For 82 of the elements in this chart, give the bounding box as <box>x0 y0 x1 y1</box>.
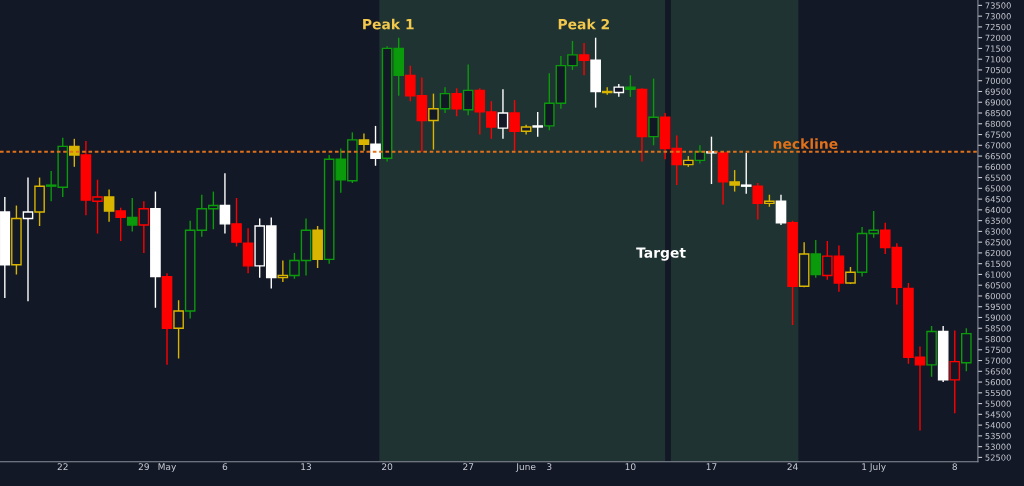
x-tick-label: 17 <box>706 463 717 470</box>
y-tick-label: 65500 <box>985 174 1011 181</box>
candlestick <box>358 132 370 152</box>
candlestick <box>138 200 150 254</box>
y-tick-label: 71000 <box>985 56 1011 63</box>
y-tick-label: 73000 <box>985 13 1011 20</box>
y-tick-label: 55500 <box>985 389 1011 397</box>
candlestick <box>729 169 740 193</box>
candlestick <box>231 197 242 248</box>
y-tick-label: 60000 <box>985 292 1011 300</box>
y-tick-label: 52500 <box>985 454 1011 461</box>
candlestick <box>242 227 254 275</box>
candlestick <box>462 63 474 116</box>
y-tick-label: 64500 <box>985 196 1011 203</box>
y-tick-label: 67000 <box>985 142 1011 149</box>
y-tick-label: 69500 <box>985 88 1011 95</box>
y-tick-label: 62000 <box>985 249 1011 257</box>
candlestick <box>810 239 822 279</box>
x-tick-label: 10 <box>625 463 636 471</box>
y-tick-label: 54500 <box>985 411 1011 418</box>
y-tick-label: 57000 <box>985 357 1011 364</box>
candlestick <box>115 207 127 242</box>
y-tick-label: 59000 <box>985 314 1011 321</box>
x-tick-label: 6 <box>222 463 228 471</box>
candlestick <box>578 42 590 77</box>
annotation: Peak 1 <box>363 18 414 30</box>
y-tick-label: 66500 <box>985 153 1011 160</box>
candlestick <box>752 182 764 221</box>
y-tick-label: 60500 <box>985 282 1011 289</box>
y-tick-label: 73500 <box>985 2 1011 9</box>
y-tick-label: 58000 <box>985 335 1011 343</box>
y-tick-label: 54000 <box>985 422 1011 429</box>
candlestick <box>126 197 138 233</box>
candlestick <box>775 194 787 226</box>
y-tick-label: 64000 <box>985 206 1011 214</box>
annotation: Target <box>636 247 686 261</box>
y-tick-label: 65000 <box>985 185 1011 192</box>
x-tick-label: 1 July <box>862 463 886 472</box>
x-tick-label: May <box>158 463 177 472</box>
y-tick-label: 70500 <box>985 66 1011 74</box>
candlestick <box>648 77 659 146</box>
ref-line-label: neckline <box>773 138 838 150</box>
y-tick-label: 63000 <box>985 228 1011 235</box>
y-tick-label: 72000 <box>985 34 1011 41</box>
y-tick-label: 70000 <box>985 77 1011 84</box>
x-tick-label: 29 <box>138 463 149 471</box>
y-tick-label: 61000 <box>985 271 1011 278</box>
y-tick-label: 61500 <box>985 260 1011 267</box>
y-tick-label: 53500 <box>985 432 1011 440</box>
y-tick-label: 57500 <box>985 346 1011 354</box>
x-tick-label: 24 <box>787 463 798 470</box>
y-tick-label: 69000 <box>985 99 1011 106</box>
x-tick-label: June <box>515 463 536 472</box>
y-tick-label: 71500 <box>985 45 1011 52</box>
y-tick-label: 66000 <box>985 163 1011 171</box>
candlestick <box>497 88 509 140</box>
candlestick <box>103 188 115 223</box>
candlestick <box>219 172 231 235</box>
candlestick <box>625 74 636 98</box>
y-tick-label: 55000 <box>985 400 1011 407</box>
x-tick-label: 3 <box>547 463 552 471</box>
x-tick-label: 22 <box>57 463 68 470</box>
annotation: Peak 2 <box>558 18 609 30</box>
y-tick-label: 56500 <box>985 368 1011 375</box>
candlestick <box>740 152 752 195</box>
y-tick-label: 67500 <box>985 131 1011 138</box>
y-tick-label: 56000 <box>985 379 1011 386</box>
y-tick-label: 68000 <box>985 120 1011 128</box>
y-tick-label: 72500 <box>985 23 1011 31</box>
candlestick <box>509 99 520 152</box>
candlestick <box>370 125 381 167</box>
y-tick-label: 53000 <box>985 443 1011 450</box>
y-tick-label: 59500 <box>985 303 1011 311</box>
x-tick-label: 27 <box>463 463 474 470</box>
y-tick-label: 68500 <box>985 109 1011 117</box>
y-tick-label: 62500 <box>985 239 1011 246</box>
y-tick-label: 58500 <box>985 325 1011 332</box>
candlestick <box>451 87 462 117</box>
y-tick-label: 63500 <box>985 217 1011 224</box>
x-tick-label: 13 <box>301 463 312 471</box>
x-tick-label: 8 <box>952 463 958 471</box>
x-tick-label: 20 <box>382 463 393 471</box>
